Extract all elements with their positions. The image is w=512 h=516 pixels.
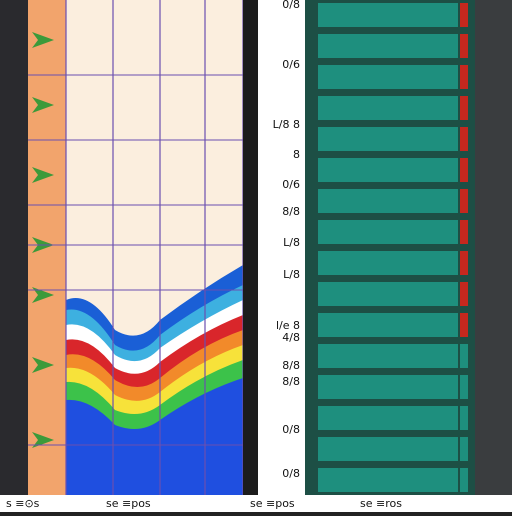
arrow-icon [32, 432, 54, 448]
bar-row [318, 251, 458, 275]
label-column [258, 0, 305, 495]
bar-edge [460, 282, 468, 306]
side-label: 8/8 [282, 359, 300, 372]
bar-edge [460, 437, 468, 461]
side-label: L/8 [283, 236, 300, 249]
bar-row [318, 344, 458, 368]
bar-edge [460, 251, 468, 275]
bar-row [318, 189, 458, 213]
bar-row [318, 313, 458, 337]
footer-text: s ≡⊙s [6, 497, 40, 510]
bar-edge [460, 65, 468, 89]
bar-row [318, 437, 458, 461]
bar-edge [460, 34, 468, 58]
footer-text: se ≡pos [106, 497, 151, 510]
bar-edge [460, 313, 468, 337]
bar-row [318, 65, 458, 89]
bar-row [318, 375, 458, 399]
side-label: 0/8 [282, 423, 300, 436]
bar-edge [460, 220, 468, 244]
side-label: 0/8 [282, 0, 300, 11]
bar-row [318, 96, 458, 120]
bar-row [318, 158, 458, 182]
footer-text: se ≡pos [250, 497, 295, 510]
bar-edge [460, 468, 468, 492]
footer-bar [0, 495, 512, 512]
bar-row [318, 220, 458, 244]
arrow-icon [32, 167, 54, 183]
bar-row [318, 127, 458, 151]
side-label: l/e 8 [276, 319, 300, 332]
side-label: 0/6 [282, 58, 300, 71]
bar-row [318, 34, 458, 58]
side-label: 8/8 [282, 205, 300, 218]
side-label: L/8 [283, 268, 300, 281]
side-label: 0/6 [282, 178, 300, 191]
bar-edge [460, 3, 468, 27]
arrow-icon [32, 97, 54, 113]
bar-row [318, 3, 458, 27]
side-label: 0/8 [282, 467, 300, 480]
divider [243, 0, 258, 495]
arrow-icon [32, 357, 54, 373]
bar-row [318, 468, 458, 492]
side-label: 4/8 [282, 331, 300, 344]
arrow-icon [32, 32, 54, 48]
right-column [475, 0, 512, 495]
bar-row [318, 282, 458, 306]
bar-edge [460, 406, 468, 430]
bar-row [318, 406, 458, 430]
bar-edge [460, 158, 468, 182]
side-label: 8/8 [282, 375, 300, 388]
bar-edge [460, 96, 468, 120]
arrow-icon [32, 287, 54, 303]
side-label: 8 [293, 148, 300, 161]
bar-edge [460, 375, 468, 399]
side-labels: 0/8 0/6 L/8 8 8 0/6 8/8 L/8 L/8 l/e 84/8 8/8 8/8 0/… [273, 0, 300, 480]
bar-edge [460, 344, 468, 368]
side-label: L/8 8 [273, 118, 300, 131]
bar-edge [460, 127, 468, 151]
left-strip [0, 0, 28, 512]
footer-text: se ≡ros [360, 497, 402, 510]
wave [66, 265, 243, 495]
bar-edge [460, 189, 468, 213]
